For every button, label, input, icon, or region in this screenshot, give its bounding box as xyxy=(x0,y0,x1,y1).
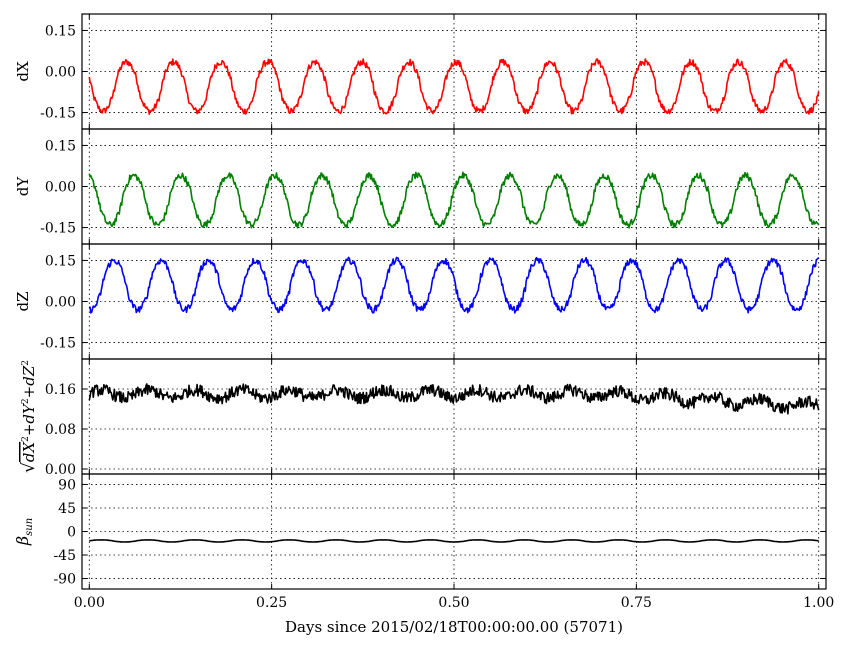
x-tick-label-0: 0.00 xyxy=(74,595,105,611)
x-tick-label-2: 0.50 xyxy=(438,595,469,611)
panel-dY-ytick-label-0: 0.15 xyxy=(45,138,76,154)
panel-beta-ytick-label-2: 0 xyxy=(67,525,76,541)
panel-dX-series-line xyxy=(88,58,820,115)
panel-dY: 0.15 0.00 -0.15 dY xyxy=(14,128,827,245)
panel-dZ-ytick-label-0: 0.15 xyxy=(45,253,76,269)
panel-dZ-ytick-label-1: 0.00 xyxy=(45,295,76,311)
panel-dZ-series-line xyxy=(88,256,820,314)
panel-norm-y-label: √dX2+dY2+dZ2 xyxy=(19,360,39,473)
panel-norm-ytick-label-1: 0.08 xyxy=(45,422,76,438)
panel-dX: 0.15 0.00 -0.15 dX xyxy=(14,13,827,130)
panel-dZ: 0.15 0.00 -0.15 dZ xyxy=(14,243,827,360)
panel-dZ-y-label: dZ xyxy=(14,291,32,311)
x-tick-labels: 0.00 0.25 0.50 0.75 1.00 xyxy=(74,595,835,611)
panel-dX-frame xyxy=(81,13,827,130)
panel-dY-ytick-label-1: 0.00 xyxy=(45,180,76,196)
x-axis-label: Days since 2015/02/18T00:00:00.00 (57071… xyxy=(285,618,623,636)
panel-dX-y-label: dX xyxy=(14,61,32,82)
panel-beta-frame xyxy=(81,473,827,590)
panel-dY-ytick-label-2: -0.15 xyxy=(40,221,76,237)
panel-dZ-ytick-label-2: -0.15 xyxy=(40,336,76,352)
x-tick-label-4: 1.00 xyxy=(803,595,834,611)
panel-norm-ytick-label-0: 0.16 xyxy=(45,382,76,398)
x-tick-label-1: 0.25 xyxy=(256,595,287,611)
panels: 0.15 0.00 -0.15 dX 0.15 0.00 -0.15 dY 0.15 0.00 -0… xyxy=(13,13,827,590)
panel-norm-ytick-label-2: 0.00 xyxy=(45,462,76,478)
panel-dZ-frame xyxy=(81,243,827,360)
panel-norm: 0.16 0.08 0.00 √dX2+dY2+dZ2 xyxy=(19,358,827,478)
panel-dY-y-label: dY xyxy=(14,176,32,197)
panel-dX-ytick-label-0: 0.15 xyxy=(45,23,76,39)
panel-norm-series-line xyxy=(88,383,820,415)
panel-norm-frame xyxy=(81,358,827,475)
x-tick-label-3: 0.75 xyxy=(621,595,652,611)
panel-beta-ytick-label-1: 45 xyxy=(58,501,76,517)
panel-beta-ytick-label-3: -45 xyxy=(53,548,76,564)
panel-beta-ytick-label-4: -90 xyxy=(53,572,76,588)
panel-dX-ytick-label-1: 0.00 xyxy=(45,65,76,81)
panel-beta: 90 45 0 -45 -90 βsun xyxy=(13,473,827,590)
panel-beta-y-label: βsun xyxy=(13,518,35,546)
panel-beta-series-line xyxy=(89,539,819,543)
panel-dY-series-line xyxy=(88,171,820,229)
panel-dX-ytick-label-2: -0.15 xyxy=(40,106,76,122)
panel-beta-ytick-label-0: 90 xyxy=(58,477,76,493)
